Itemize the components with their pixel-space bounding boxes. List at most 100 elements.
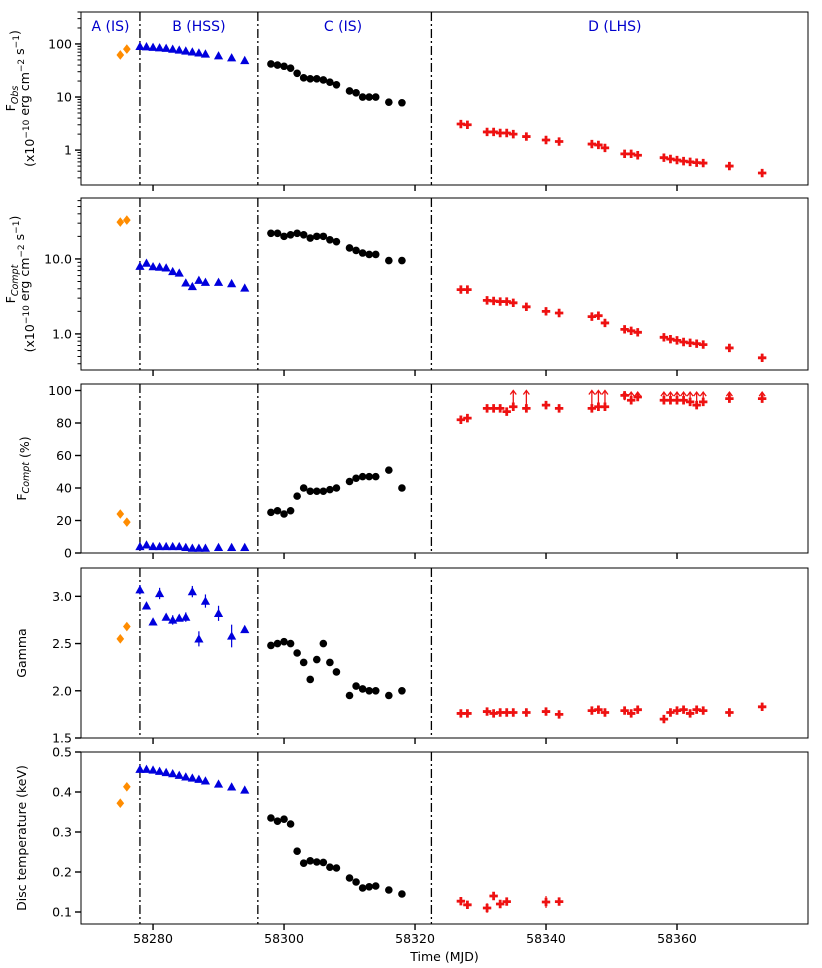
- data-point: [135, 261, 145, 270]
- data-point: [319, 858, 328, 867]
- data-point: [522, 302, 531, 311]
- data-point: [168, 541, 178, 551]
- series-B: [135, 41, 250, 65]
- data-point: [692, 400, 701, 410]
- y-axis-label: FCompt: [3, 263, 21, 303]
- limit-arrow-head: [699, 391, 707, 397]
- data-point: [757, 394, 767, 403]
- data-point: [365, 686, 373, 695]
- data-point: [699, 706, 708, 715]
- data-point: [456, 415, 466, 424]
- data-point: [200, 596, 211, 605]
- data-point: [280, 62, 288, 71]
- data-point: [633, 392, 642, 402]
- data-point: [312, 655, 321, 664]
- limit-arrow-head: [588, 389, 596, 395]
- data-point: [685, 397, 695, 407]
- data-point: [332, 484, 341, 492]
- data-point: [123, 44, 131, 54]
- data-point: [148, 617, 158, 626]
- data-point: [522, 708, 531, 717]
- data-point: [345, 874, 354, 882]
- state-label: A (IS): [91, 19, 129, 35]
- data-point: [299, 859, 308, 867]
- data-point: [141, 258, 152, 267]
- series-C: [267, 814, 406, 898]
- data-point: [620, 391, 629, 400]
- data-point: [286, 64, 295, 72]
- data-point: [600, 143, 610, 153]
- data-point: [365, 472, 373, 481]
- data-point: [123, 782, 131, 792]
- data-point: [227, 542, 237, 551]
- data-point: [358, 884, 367, 892]
- data-point: [699, 158, 708, 168]
- data-point: [154, 766, 165, 775]
- data-point: [482, 707, 492, 716]
- data-point: [345, 691, 354, 700]
- data-point: [306, 75, 315, 83]
- data-point: [522, 404, 531, 413]
- data-point: [633, 151, 642, 160]
- data-point: [174, 541, 184, 551]
- data-point: [293, 649, 301, 657]
- data-point: [626, 326, 636, 336]
- data-point: [240, 55, 250, 65]
- data-point: [385, 691, 393, 700]
- data-point: [194, 774, 204, 783]
- data-point: [227, 53, 237, 62]
- y-tick-label: 0.2: [52, 865, 72, 880]
- data-point: [240, 283, 250, 292]
- data-point: [352, 89, 360, 97]
- axes-frame: [80, 383, 809, 554]
- data-point: [326, 658, 334, 667]
- data-point: [123, 621, 131, 632]
- data-point: [293, 847, 301, 855]
- data-point: [554, 404, 564, 413]
- data-point: [174, 613, 184, 622]
- data-point: [725, 708, 734, 717]
- data-point: [240, 542, 250, 551]
- data-point: [306, 234, 315, 242]
- limit-arrow-head: [673, 391, 681, 397]
- x-axis-label: Time (MJD): [409, 949, 478, 964]
- data-point: [365, 250, 373, 259]
- data-point: [168, 769, 178, 778]
- data-point: [633, 705, 642, 714]
- limit-arrow-head: [758, 391, 766, 397]
- data-point: [280, 232, 288, 241]
- data-point: [227, 278, 237, 288]
- data-point: [600, 708, 610, 717]
- data-point: [332, 668, 341, 676]
- data-point: [541, 400, 551, 410]
- data-point: [161, 43, 171, 52]
- data-point: [600, 402, 610, 411]
- data-point: [123, 517, 131, 527]
- data-point: [312, 487, 321, 496]
- data-point: [299, 74, 308, 82]
- data-point: [181, 278, 191, 287]
- limit-arrow-head: [594, 389, 602, 395]
- data-point: [154, 541, 165, 551]
- data-point: [141, 42, 152, 51]
- data-point: [154, 588, 165, 598]
- data-point: [554, 897, 564, 906]
- y-axis-label: Disc temperature (keV): [14, 765, 29, 911]
- x-tick-label: 58300: [264, 931, 304, 946]
- y-tick-label: 100: [48, 36, 72, 51]
- data-point: [587, 404, 597, 413]
- data-point: [312, 858, 321, 866]
- data-point: [123, 215, 131, 225]
- data-point: [463, 709, 472, 718]
- data-point: [352, 246, 360, 255]
- data-point: [194, 634, 204, 643]
- data-point: [594, 140, 603, 150]
- data-point: [463, 285, 472, 294]
- data-point: [187, 47, 197, 56]
- data-point: [299, 658, 308, 667]
- y-tick-label: 40: [56, 481, 72, 496]
- data-point: [280, 637, 288, 646]
- data-point: [135, 764, 145, 773]
- data-point: [326, 78, 334, 87]
